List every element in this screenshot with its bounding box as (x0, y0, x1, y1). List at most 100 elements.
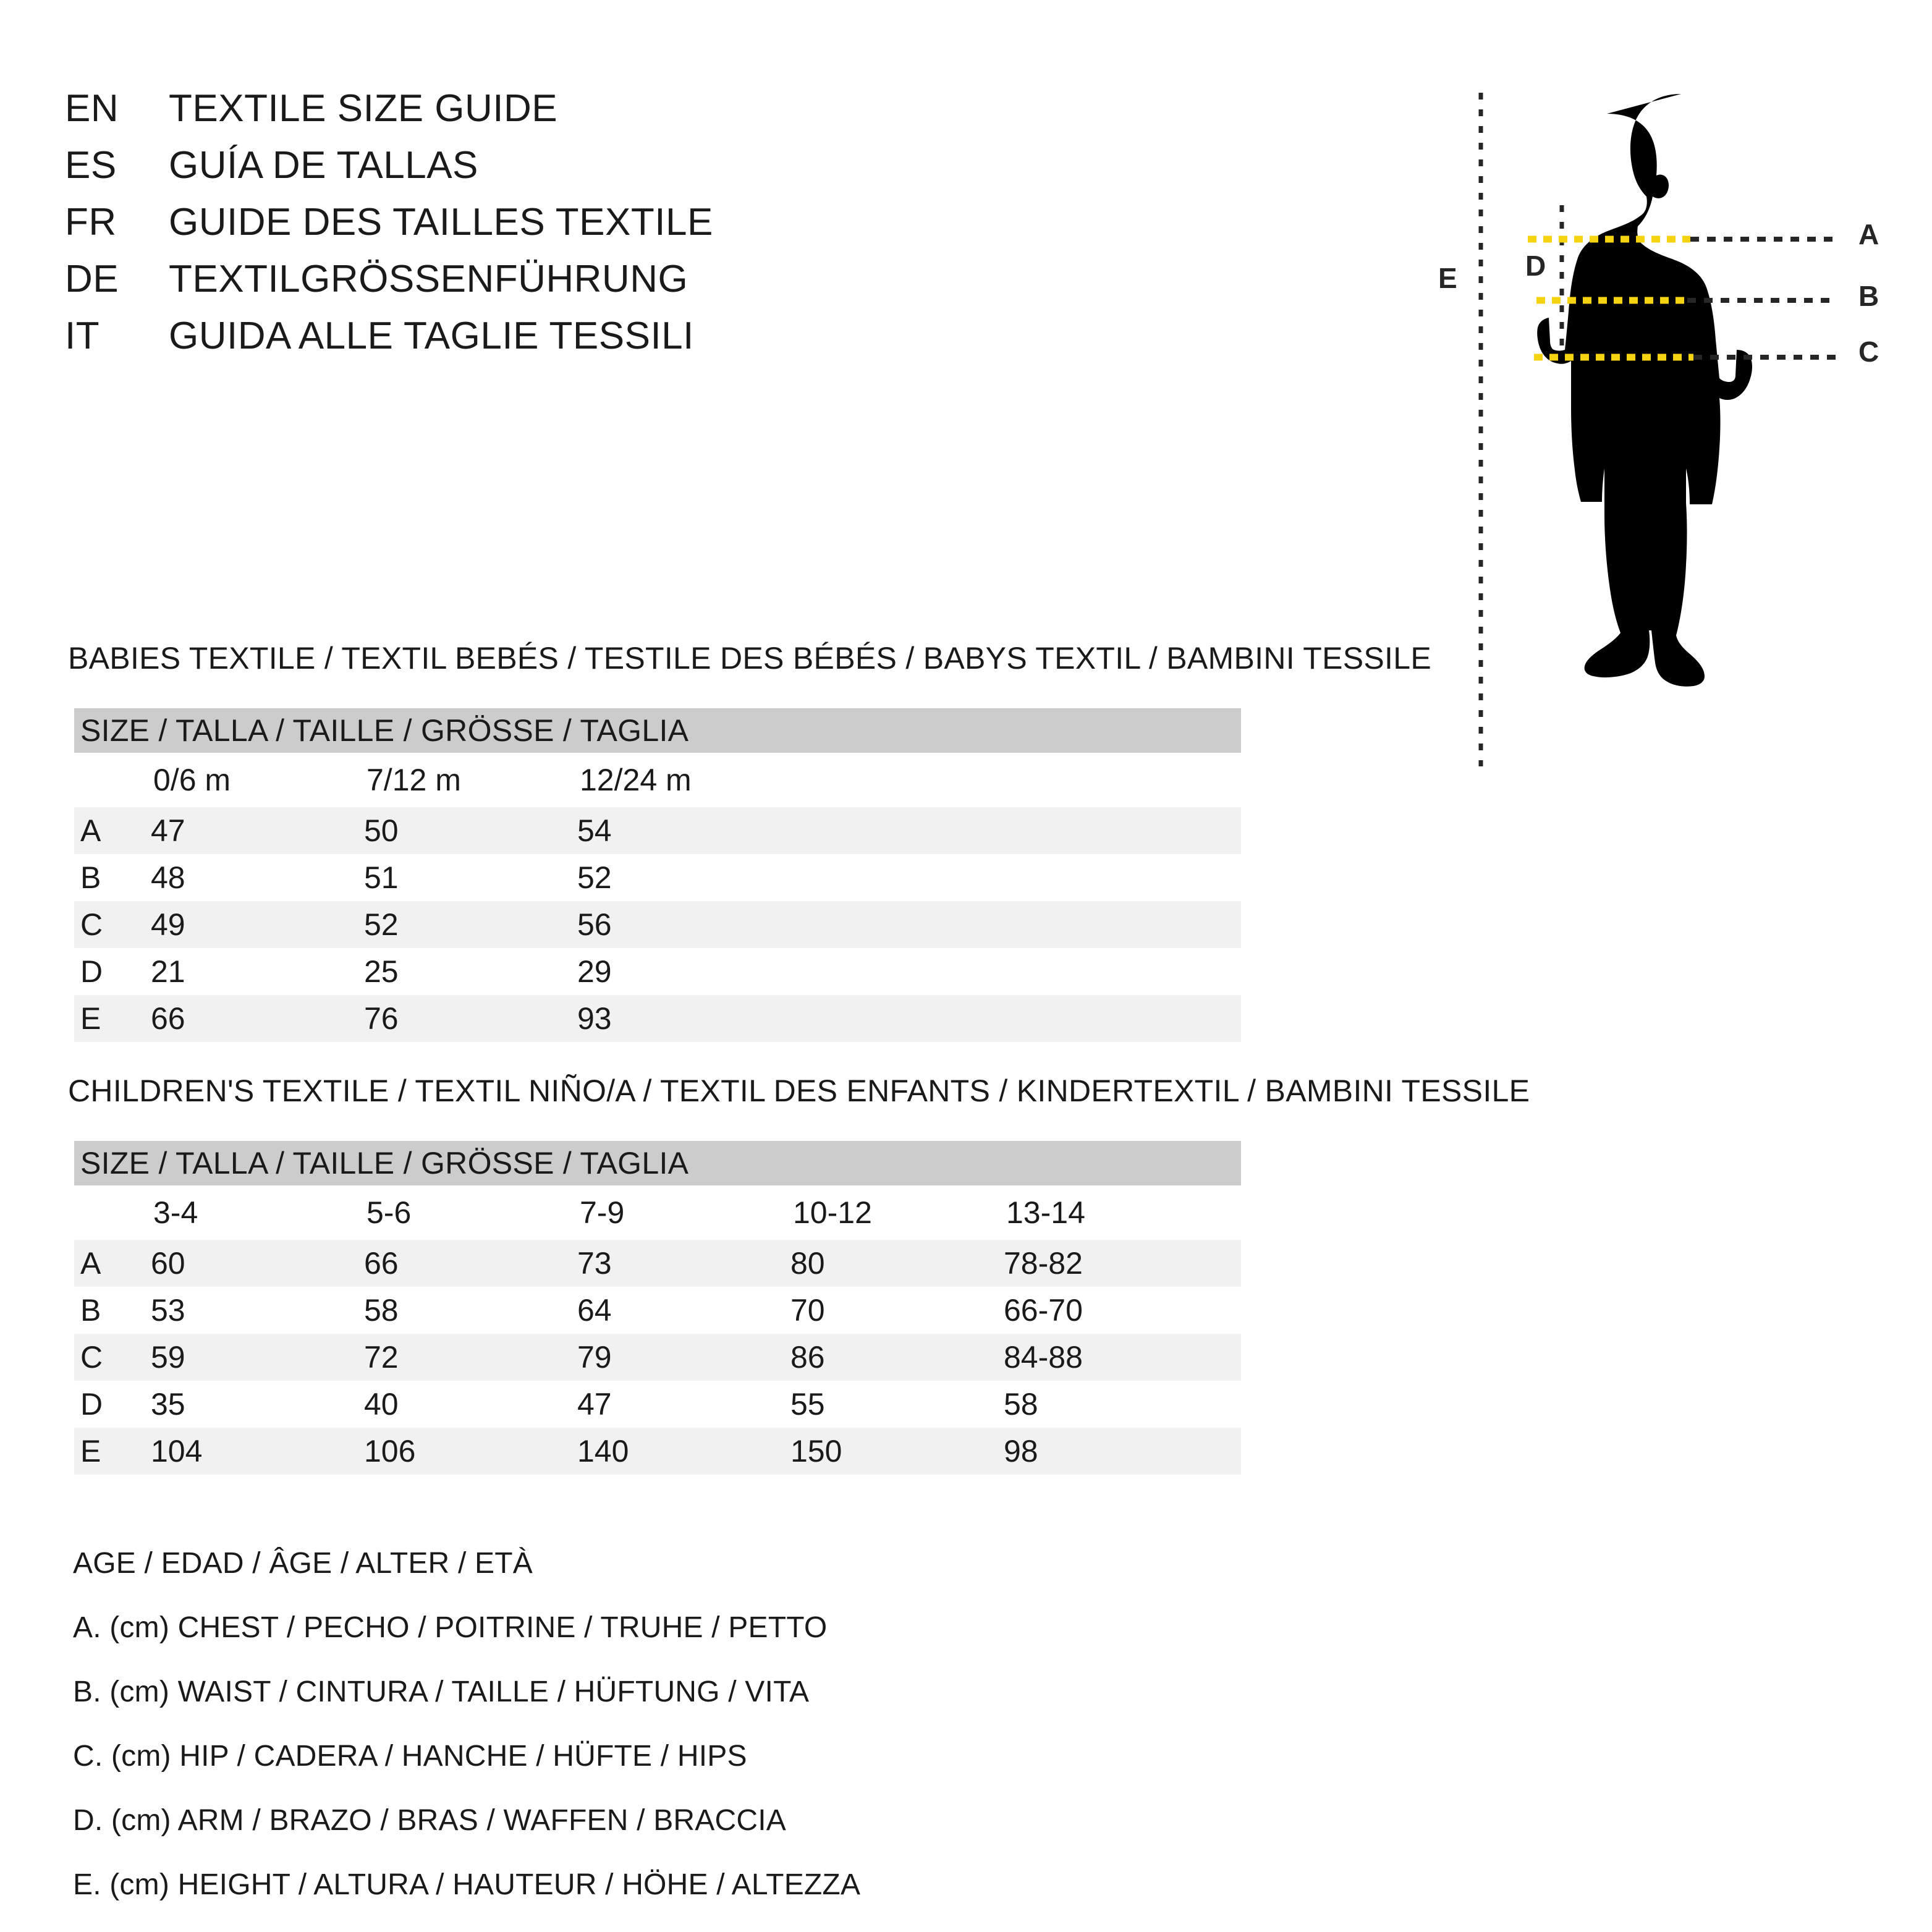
babies-cell-b-0: 48 (151, 860, 185, 895)
language-row-de: DE TEXTILGRÖSSENFÜHRUNG (65, 257, 1054, 314)
table-row: C 59 72 79 86 84-88 (74, 1334, 1241, 1381)
children-cell-b-1: 58 (364, 1293, 399, 1328)
babies-cell-a-2: 54 (577, 813, 612, 848)
children-column-header-1: 5-6 (366, 1195, 412, 1230)
children-table-header-label: SIZE / TALLA / TAILLE / GRÖSSE / TAGLIA (80, 1146, 689, 1180)
legend-line-height: E. (cm) HEIGHT / ALTURA / HAUTEUR / HÖHE… (73, 1868, 861, 1901)
babies-table-header-label: SIZE / TALLA / TAILLE / GRÖSSE / TAGLIA (80, 713, 689, 748)
children-cell-d-2: 47 (577, 1387, 612, 1421)
legend-line-waist: B. (cm) WAIST / CINTURA / TAILLE / HÜFTU… (73, 1676, 810, 1708)
babies-cell-e-0: 66 (151, 1001, 185, 1036)
children-column-header-0: 3-4 (153, 1195, 198, 1230)
children-cell-a-2: 73 (577, 1246, 612, 1281)
language-title-de: TEXTILGRÖSSENFÜHRUNG (169, 258, 688, 300)
table-row: D 21 25 29 (74, 948, 1241, 995)
language-title-en: TEXTILE SIZE GUIDE (169, 87, 558, 130)
children-column-header-2: 7-9 (580, 1195, 625, 1230)
language-code-en: EN (65, 87, 119, 130)
children-row-label-e: E (80, 1434, 101, 1468)
children-row-label-d: D (80, 1387, 103, 1421)
legend-line-chest: A. (cm) CHEST / PECHO / POITRINE / TRUHE… (73, 1611, 828, 1644)
babies-row-label-e: E (80, 1001, 101, 1036)
babies-cell-a-1: 50 (364, 813, 399, 848)
children-cell-b-3: 70 (790, 1293, 825, 1328)
babies-row-label-a: A (80, 813, 101, 848)
children-cell-d-3: 55 (790, 1387, 825, 1421)
dimension-label-e: E (1438, 262, 1457, 294)
language-code-it: IT (65, 315, 100, 357)
children-cell-b-2: 64 (577, 1293, 612, 1328)
table-row: E 104 106 140 150 98 (74, 1428, 1241, 1475)
babies-row-label-b: B (80, 860, 101, 895)
language-code-de: DE (65, 258, 119, 300)
children-row-label-b: B (80, 1293, 101, 1328)
language-row-fr: FR GUIDE DES TAILLES TEXTILE (65, 200, 1054, 257)
table-row: E 66 76 93 (74, 995, 1241, 1042)
children-column-header-3: 10-12 (793, 1195, 872, 1230)
babies-cell-e-1: 76 (364, 1001, 399, 1036)
babies-cell-d-1: 25 (364, 954, 399, 989)
children-cell-b-4: 66-70 (1004, 1293, 1083, 1328)
children-cell-e-3: 150 (790, 1434, 842, 1468)
legend-line-hip: C. (cm) HIP / CADERA / HANCHE / HÜFTE / … (73, 1740, 747, 1773)
children-table-header-bar: SIZE / TALLA / TAILLE / GRÖSSE / TAGLIA (74, 1141, 1241, 1185)
table-row: A 60 66 73 80 78-82 (74, 1240, 1241, 1287)
dimension-label-d: D (1525, 250, 1546, 282)
table-row: A 47 50 54 (74, 807, 1241, 854)
children-row-label-a: A (80, 1246, 101, 1281)
legend-line-arm: D. (cm) ARM / BRAZO / BRAS / WAFFEN / BR… (73, 1804, 786, 1837)
language-header-block: EN TEXTILE SIZE GUIDE ES GUÍA DE TALLAS … (65, 87, 1054, 371)
dimension-label-b: B (1858, 280, 1879, 312)
language-row-it: IT GUIDA ALLE TAGLIE TESSILI (65, 314, 1054, 371)
children-cell-c-0: 59 (151, 1340, 185, 1375)
babies-section-title: BABIES TEXTILE / TEXTIL BEBÉS / TESTILE … (68, 641, 1431, 676)
children-row-label-c: C (80, 1340, 103, 1375)
language-code-es: ES (65, 144, 117, 187)
babies-cell-e-2: 93 (577, 1001, 612, 1036)
children-column-header-row: 3-4 5-6 7-9 10-12 13-14 (74, 1185, 1241, 1240)
measurement-legend: AGE / EDAD / ÂGE / ALTER / ETÀ A. (cm) C… (73, 1532, 1247, 1917)
babies-cell-b-2: 52 (577, 860, 612, 895)
babies-cell-d-2: 29 (577, 954, 612, 989)
children-cell-a-3: 80 (790, 1246, 825, 1281)
children-cell-b-0: 53 (151, 1293, 185, 1328)
children-cell-c-4: 84-88 (1004, 1340, 1083, 1375)
children-cell-e-4: 98 (1004, 1434, 1038, 1468)
table-row: B 53 58 64 70 66-70 (74, 1287, 1241, 1334)
language-title-fr: GUIDE DES TAILLES TEXTILE (169, 201, 713, 244)
language-row-en: EN TEXTILE SIZE GUIDE (65, 87, 1054, 143)
babies-row-label-d: D (80, 954, 103, 989)
children-cell-d-0: 35 (151, 1387, 185, 1421)
table-row: C 49 52 56 (74, 901, 1241, 948)
babies-column-header-2: 12/24 m (580, 763, 692, 797)
table-row: B 48 51 52 (74, 854, 1241, 901)
children-cell-d-4: 58 (1004, 1387, 1038, 1421)
children-cell-a-1: 66 (364, 1246, 399, 1281)
language-code-fr: FR (65, 201, 117, 244)
babies-cell-c-1: 52 (364, 907, 399, 942)
babies-cell-d-0: 21 (151, 954, 185, 989)
babies-cell-c-0: 49 (151, 907, 185, 942)
babies-row-label-c: C (80, 907, 103, 942)
babies-column-header-1: 7/12 m (366, 763, 461, 797)
children-cell-e-0: 104 (151, 1434, 203, 1468)
babies-cell-b-1: 51 (364, 860, 399, 895)
dimension-label-c: C (1858, 336, 1879, 368)
babies-column-header-row: 0/6 m 7/12 m 12/24 m (74, 753, 1241, 807)
legend-line-age: AGE / EDAD / ÂGE / ALTER / ETÀ (73, 1547, 533, 1580)
children-cell-e-1: 106 (364, 1434, 416, 1468)
children-size-table: SIZE / TALLA / TAILLE / GRÖSSE / TAGLIA … (74, 1141, 1241, 1475)
language-row-es: ES GUÍA DE TALLAS (65, 143, 1054, 200)
language-title-it: GUIDA ALLE TAGLIE TESSILI (169, 315, 694, 357)
child-body-silhouette (1537, 94, 1752, 687)
children-cell-a-4: 78-82 (1004, 1246, 1083, 1281)
language-title-es: GUÍA DE TALLAS (169, 144, 478, 187)
babies-table-header-bar: SIZE / TALLA / TAILLE / GRÖSSE / TAGLIA (74, 708, 1241, 753)
measurement-figure: A B C D E (1409, 74, 1916, 779)
babies-column-header-0: 0/6 m (153, 763, 231, 797)
babies-size-table: SIZE / TALLA / TAILLE / GRÖSSE / TAGLIA … (74, 708, 1241, 1042)
dimension-label-a: A (1858, 218, 1879, 250)
children-cell-c-3: 86 (790, 1340, 825, 1375)
children-section-title: CHILDREN'S TEXTILE / TEXTIL NIÑO/A / TEX… (68, 1074, 1530, 1108)
children-cell-c-1: 72 (364, 1340, 399, 1375)
